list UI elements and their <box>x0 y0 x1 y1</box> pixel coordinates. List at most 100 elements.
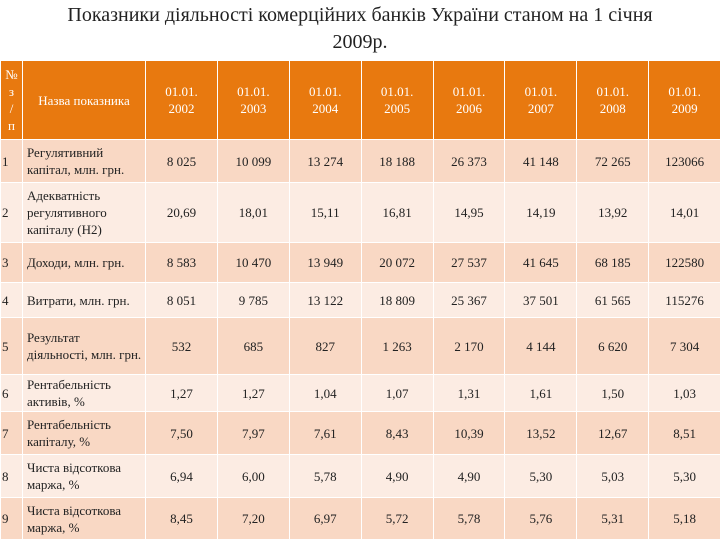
row-number: 2 <box>0 182 23 243</box>
value-cell: 4 144 <box>504 317 578 375</box>
table-row: 4 Витрати, млн. грн. 8 051 9 785 13 122 18 80… <box>0 282 720 318</box>
value-cell: 72 265 <box>576 139 650 183</box>
table-row: 3 Доходи, млн. грн. 8 583 10 470 13 949 20 07… <box>0 242 720 283</box>
value-cell: 14,19 <box>504 182 578 243</box>
value-cell: 13,52 <box>504 411 578 455</box>
value-cell: 5,03 <box>576 454 650 498</box>
value-cell: 13 949 <box>288 242 362 283</box>
value-cell: 7,61 <box>288 411 362 455</box>
value-cell: 10 099 <box>216 139 290 183</box>
slide-title: Показники діяльності комерційних банків … <box>67 4 653 53</box>
value-cell: 25 367 <box>432 282 506 318</box>
value-cell: 115276 <box>648 282 720 318</box>
value-cell: 41 148 <box>504 139 578 183</box>
indicator-name: Витрати, млн. грн. <box>22 282 146 318</box>
value-cell: 61 565 <box>576 282 650 318</box>
value-cell: 1,50 <box>576 374 650 412</box>
value-cell: 26 373 <box>432 139 506 183</box>
value-cell: 6,00 <box>216 454 290 498</box>
value-cell: 18 188 <box>360 139 434 183</box>
value-cell: 68 185 <box>576 242 650 283</box>
value-cell: 13 122 <box>288 282 362 318</box>
value-cell: 5,76 <box>504 497 578 540</box>
value-cell: 5,18 <box>648 497 720 540</box>
value-cell: 41 645 <box>504 242 578 283</box>
value-cell: 1,07 <box>360 374 434 412</box>
value-cell: 4,90 <box>360 454 434 498</box>
table-row: 2 Адекватність регулятивного капіталу (Н2… <box>0 182 720 243</box>
value-cell: 1 263 <box>360 317 434 375</box>
value-cell: 14,95 <box>432 182 506 243</box>
header-row: № з / п Назва показника 01.01. 2002 01.01. … <box>0 60 720 140</box>
value-cell: 7,50 <box>145 411 218 455</box>
value-cell: 15,11 <box>288 182 362 243</box>
value-cell: 1,04 <box>288 374 362 412</box>
value-cell: 8,43 <box>360 411 434 455</box>
value-cell: 10,39 <box>432 411 506 455</box>
value-cell: 37 501 <box>504 282 578 318</box>
row-number: 6 <box>0 374 23 412</box>
header-cell: Назва показника <box>22 60 146 140</box>
row-number: 5 <box>0 317 23 375</box>
value-cell: 8,51 <box>648 411 720 455</box>
table-row: 6 Рентабельність активів, % 1,27 1,27 1,04 1,… <box>0 374 720 412</box>
value-cell: 18,01 <box>216 182 290 243</box>
indicator-name: Рентабельність капіталу, % <box>22 411 146 455</box>
value-cell: 10 470 <box>216 242 290 283</box>
row-number: 9 <box>0 497 23 540</box>
header-cell: 01.01. 2008 <box>576 60 650 140</box>
value-cell: 9 785 <box>216 282 290 318</box>
indicators-table: № з / п Назва показника 01.01. 2002 01.01. … <box>0 60 720 540</box>
value-cell: 4,90 <box>432 454 506 498</box>
value-cell: 5,78 <box>288 454 362 498</box>
header-cell: 01.01. 2002 <box>145 60 218 140</box>
value-cell: 16,81 <box>360 182 434 243</box>
value-cell: 827 <box>288 317 362 375</box>
value-cell: 5,30 <box>648 454 720 498</box>
table-row: 9 Чиста відсоткова маржа, % 8,45 7,20 6,97 5,… <box>0 497 720 540</box>
indicator-name: Чиста відсоткова маржа, % <box>22 497 146 540</box>
row-number: 1 <box>0 139 23 183</box>
value-cell: 1,61 <box>504 374 578 412</box>
row-number: 4 <box>0 282 23 318</box>
value-cell: 6 620 <box>576 317 650 375</box>
row-number: 7 <box>0 411 23 455</box>
header-cell: 01.01. 2007 <box>504 60 578 140</box>
value-cell: 5,30 <box>504 454 578 498</box>
value-cell: 1,27 <box>216 374 290 412</box>
header-cell: 01.01. 2006 <box>432 60 506 140</box>
value-cell: 2 170 <box>432 317 506 375</box>
row-number: 3 <box>0 242 23 283</box>
value-cell: 8 583 <box>145 242 218 283</box>
value-cell: 12,67 <box>576 411 650 455</box>
value-cell: 13,92 <box>576 182 650 243</box>
table-row: 5 Результат діяльності, млн. грн. 532 685 82… <box>0 317 720 375</box>
indicator-name: Рентабельність активів, % <box>22 374 146 412</box>
value-cell: 18 809 <box>360 282 434 318</box>
value-cell: 122580 <box>648 242 720 283</box>
value-cell: 8 025 <box>145 139 218 183</box>
value-cell: 13 274 <box>288 139 362 183</box>
indicator-name: Доходи, млн. грн. <box>22 242 146 283</box>
value-cell: 1,31 <box>432 374 506 412</box>
value-cell: 6,97 <box>288 497 362 540</box>
indicator-name: Чиста відсоткова маржа, % <box>22 454 146 498</box>
value-cell: 1,27 <box>145 374 218 412</box>
value-cell: 20,69 <box>145 182 218 243</box>
value-cell: 8 051 <box>145 282 218 318</box>
table-row: 7 Рентабельність капіталу, % 7,50 7,97 7,61 8… <box>0 411 720 455</box>
value-cell: 5,31 <box>576 497 650 540</box>
header-cell: 01.01. 2009 <box>648 60 720 140</box>
value-cell: 685 <box>216 317 290 375</box>
header-cell: 01.01. 2003 <box>216 60 290 140</box>
value-cell: 7,20 <box>216 497 290 540</box>
header-cell: 01.01. 2004 <box>288 60 362 140</box>
header-cell: 01.01. 2005 <box>360 60 434 140</box>
indicator-name: Адекватність регулятивного капіталу (Н2) <box>22 182 146 243</box>
value-cell: 1,03 <box>648 374 720 412</box>
row-number: 8 <box>0 454 23 498</box>
value-cell: 8,45 <box>145 497 218 540</box>
value-cell: 20 072 <box>360 242 434 283</box>
value-cell: 7,97 <box>216 411 290 455</box>
